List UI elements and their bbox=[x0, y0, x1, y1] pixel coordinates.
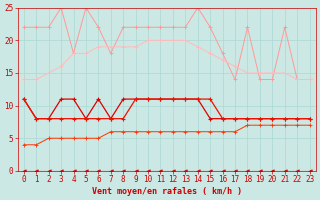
X-axis label: Vent moyen/en rafales ( km/h ): Vent moyen/en rafales ( km/h ) bbox=[92, 187, 242, 196]
